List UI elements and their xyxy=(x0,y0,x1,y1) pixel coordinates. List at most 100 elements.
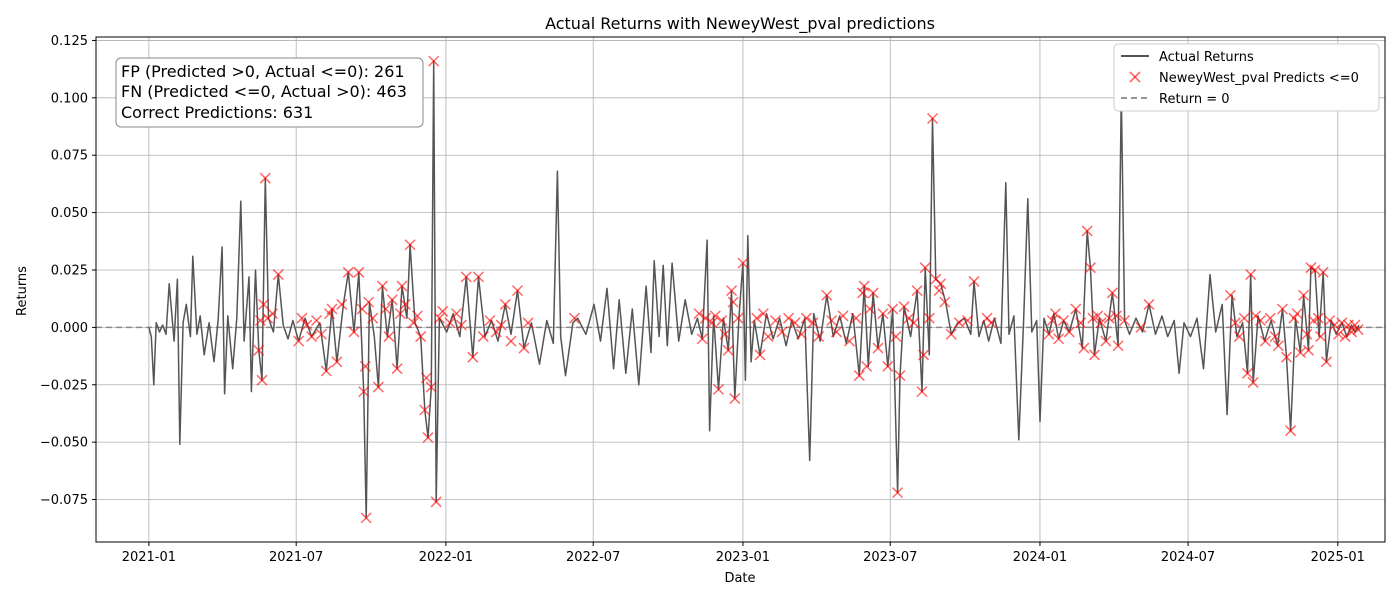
prediction-marker xyxy=(953,317,965,329)
x-tick-label: 2022-07 xyxy=(566,550,620,565)
prediction-marker xyxy=(1112,340,1124,352)
prediction-marker xyxy=(1346,326,1358,338)
stats-box-frame xyxy=(115,57,424,128)
prediction-marker xyxy=(254,314,266,327)
prediction-marker xyxy=(422,432,434,444)
prediction-marker xyxy=(769,314,782,327)
prediction-marker xyxy=(861,360,873,372)
prediction-marker xyxy=(1241,367,1254,379)
prediction-marker xyxy=(450,308,463,320)
prediction-marker xyxy=(256,374,268,386)
prediction-marker xyxy=(1081,225,1093,237)
prediction-marker xyxy=(927,112,939,125)
prediction-marker xyxy=(726,285,738,297)
prediction-marker xyxy=(1320,356,1332,368)
prediction-marker xyxy=(923,312,935,324)
x-tick-label: 2022-01 xyxy=(419,550,473,565)
prediction-marker xyxy=(882,360,894,372)
x-tick-label: 2024-07 xyxy=(1161,550,1215,565)
prediction-marker xyxy=(776,326,788,338)
prediction-marker xyxy=(1043,328,1055,340)
chart-title: Actual Returns with NeweyWest_pval predi… xyxy=(545,14,935,34)
prediction-marker xyxy=(467,351,479,363)
prediction-marker xyxy=(1084,262,1096,274)
prediction-marker xyxy=(762,331,774,343)
prediction-marker xyxy=(1312,312,1324,324)
prediction-marker xyxy=(1301,328,1313,340)
prediction-marker xyxy=(1309,264,1321,276)
prediction-marker xyxy=(428,55,440,67)
prediction-marker xyxy=(807,317,819,329)
prediction-marker xyxy=(709,310,721,322)
y-tick-label: −0.075 xyxy=(40,493,88,508)
x-tick-label: 2024-01 xyxy=(1013,550,1067,565)
prediction-marker xyxy=(495,319,507,331)
prediction-marker xyxy=(1285,425,1297,437)
prediction-marker xyxy=(890,331,902,343)
prediction-marker xyxy=(1063,326,1075,338)
prediction-marker xyxy=(1143,298,1155,310)
prediction-marker xyxy=(1046,314,1058,327)
prediction-marker xyxy=(306,331,318,343)
prediction-marker xyxy=(898,301,910,313)
prediction-marker xyxy=(1294,347,1306,359)
prediction-marker xyxy=(568,312,581,324)
prediction-marker xyxy=(864,303,876,315)
prediction-marker xyxy=(272,269,284,281)
prediction-marker xyxy=(722,344,734,356)
prediction-marker xyxy=(380,303,392,315)
prediction-marker xyxy=(968,275,980,287)
prediction-marker xyxy=(1333,328,1345,340)
y-tick-label: 0.075 xyxy=(51,149,88,164)
prediction-marker xyxy=(1276,303,1288,315)
prediction-marker xyxy=(892,487,904,499)
prediction-marker xyxy=(945,328,957,340)
prediction-marker xyxy=(757,308,769,320)
prediction-marker xyxy=(872,342,884,354)
prediction-marker xyxy=(732,312,744,324)
prediction-marker xyxy=(821,289,833,301)
legend-frame xyxy=(1113,43,1380,112)
prediction-marker xyxy=(712,383,725,395)
prediction-marker xyxy=(1070,303,1082,315)
prediction-marker xyxy=(420,372,432,384)
prediction-marker xyxy=(258,298,270,310)
prediction-marker xyxy=(933,285,945,297)
prediction-marker xyxy=(425,381,437,393)
prediction-marker xyxy=(985,317,997,329)
chart-legend: Actual Returns NeweyWest_pval Predicts <… xyxy=(1113,43,1380,112)
prediction-marker xyxy=(867,287,879,299)
prediction-marker xyxy=(455,319,467,331)
prediction-marker xyxy=(1245,269,1257,281)
x-tick-label: 2025-01 xyxy=(1311,550,1365,565)
prediction-marker xyxy=(1224,289,1236,301)
prediction-marker xyxy=(522,317,534,329)
prediction-marker xyxy=(386,294,398,306)
prediction-marker xyxy=(1088,349,1101,361)
prediction-marker xyxy=(326,303,338,315)
y-axis-label: Returns xyxy=(15,266,30,316)
prediction-marker xyxy=(1259,335,1271,347)
prediction-marker xyxy=(477,331,489,343)
prediction-marker xyxy=(696,333,708,345)
x-tick-label: 2023-01 xyxy=(716,550,770,565)
y-axis-ticks: 0.125 0.100 0.075 0.050 0.025 0.000 −0.025 −0.0… xyxy=(40,34,96,508)
prediction-marker xyxy=(850,312,862,324)
prediction-marker xyxy=(894,370,906,382)
prediction-marker xyxy=(1135,321,1147,333)
legend-swatch-predictions-marker xyxy=(1129,71,1141,83)
prediction-marker xyxy=(729,393,741,405)
legend-label-predictions: NeweyWest_pval Predicts <=0 xyxy=(1159,71,1359,86)
prediction-marker xyxy=(1100,335,1112,347)
prediction-marker xyxy=(253,344,265,356)
prediction-marker xyxy=(372,381,384,393)
prediction-marker xyxy=(383,331,395,343)
prediction-marker xyxy=(853,370,865,382)
prediction-marker xyxy=(404,239,416,251)
legend-label-actual-returns: Actual Returns xyxy=(1159,50,1254,65)
prediction-marker xyxy=(293,335,305,347)
prediction-marker xyxy=(727,296,739,308)
prediction-marker xyxy=(1281,351,1293,363)
prediction-marker xyxy=(472,271,484,283)
prediction-markers-layer xyxy=(253,55,1364,524)
